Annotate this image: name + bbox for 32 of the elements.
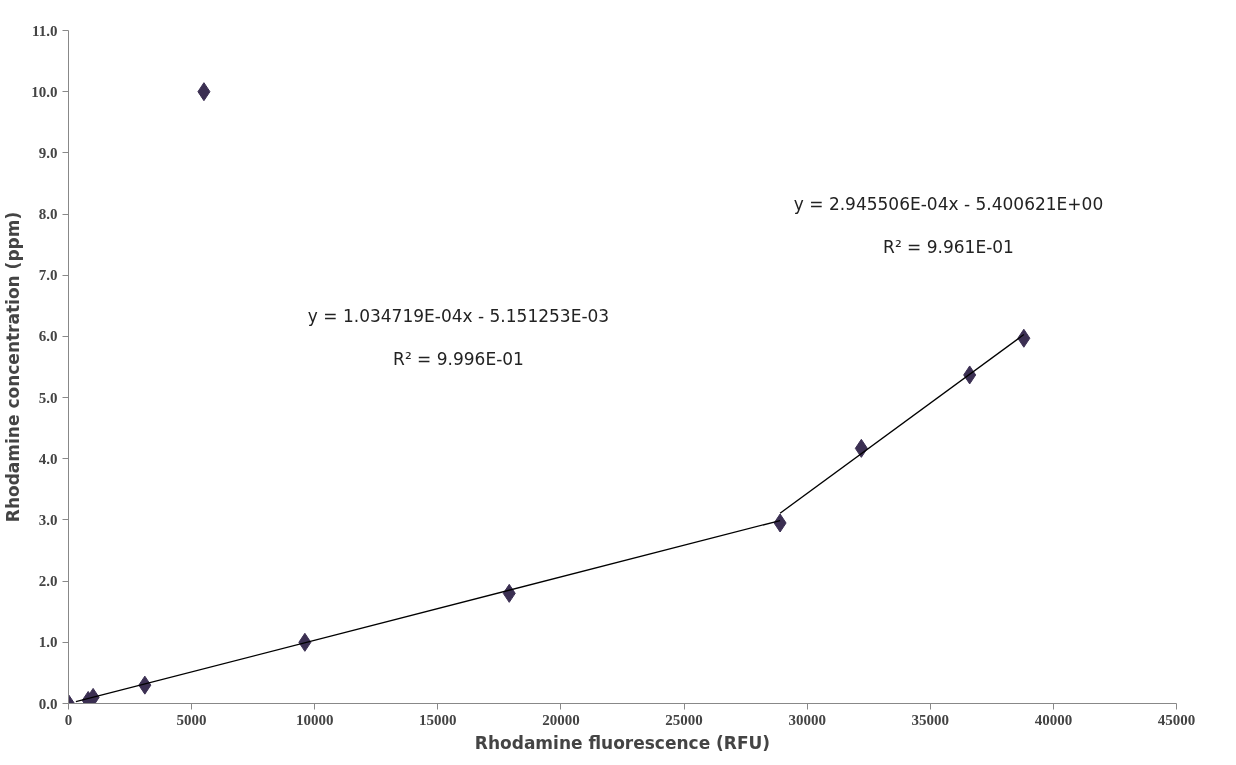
annotation: y = 1.034719E-04x - 5.151253E-03	[307, 305, 610, 326]
y-tick-label: 6.0	[38, 328, 58, 345]
y-tick-label: 10.0	[31, 83, 58, 100]
y-tick-label: 2.0	[38, 573, 58, 590]
point	[854, 438, 868, 458]
y-tick-label: 1.0	[38, 634, 58, 651]
annotation: R² = 9.996E-01	[393, 348, 524, 369]
x-tick-label: 0	[64, 711, 73, 728]
x-tick-label: 15000	[419, 711, 457, 728]
y-tick-label: 7.0	[38, 267, 58, 284]
x-tick-label: 10000	[295, 711, 334, 728]
x-tick-label: 30000	[788, 711, 826, 728]
x-tick-label: 45000	[1157, 711, 1196, 728]
x-tick-label: 5000	[176, 711, 207, 728]
annotation: y = 2.945506E-04x - 5.400621E+00	[793, 193, 1104, 214]
x-axis-title: Rhodamine fluorescence (RFU)	[474, 732, 771, 753]
y-tick-label: 9.0	[38, 144, 58, 161]
x-tick-label: 40000	[1034, 711, 1073, 728]
y-tick-label: 5.0	[38, 389, 58, 406]
annotation: R² = 9.961E-01	[883, 236, 1014, 257]
x-tick-label: 25000	[665, 711, 703, 728]
y-tick-label: 3.0	[38, 511, 58, 528]
y-tick-label: 11.0	[32, 22, 58, 39]
x-tick-label: 35000	[911, 711, 950, 728]
point	[1017, 328, 1031, 348]
point	[197, 82, 211, 102]
point	[773, 513, 787, 533]
x-tick-label: 20000	[542, 711, 580, 728]
y-tick-label: 4.0	[38, 450, 58, 467]
y-tick-label: 8.0	[38, 206, 58, 223]
y-axis-title: Rhodamine concentration (ppm)	[3, 211, 24, 523]
y-tick-label: 0.0	[38, 695, 58, 712]
